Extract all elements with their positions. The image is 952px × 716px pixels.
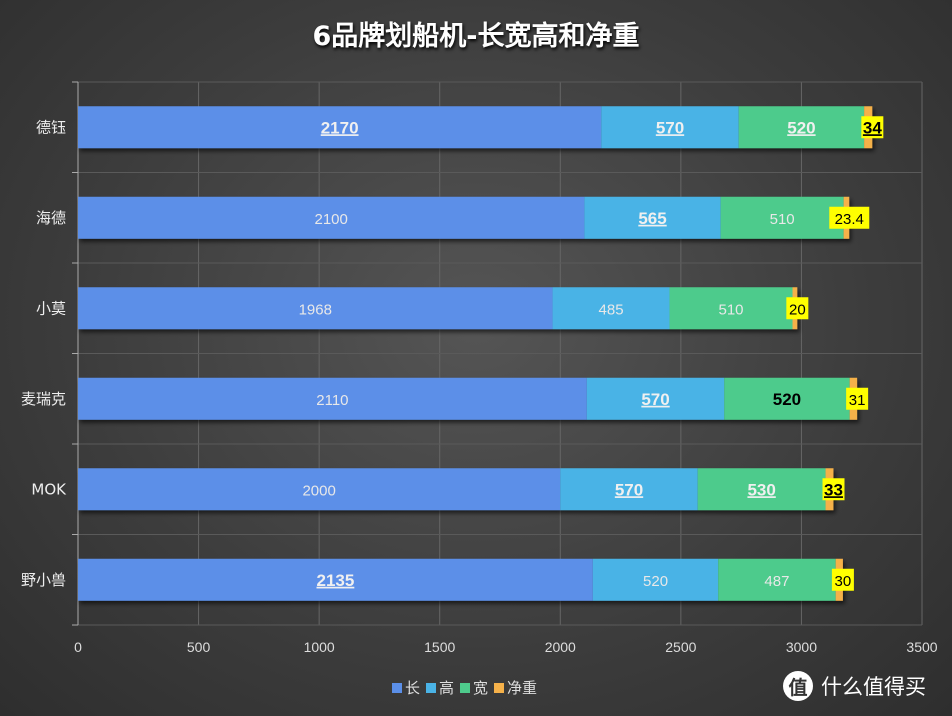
x-tick-label: 2500 bbox=[665, 639, 696, 655]
bar-segment bbox=[720, 196, 844, 239]
bar-segment bbox=[738, 106, 865, 149]
data-label: 2135 bbox=[317, 571, 355, 590]
data-label: 2100 bbox=[315, 211, 348, 228]
bar-group bbox=[78, 468, 834, 511]
watermark-logo: 值 什么值得买 bbox=[783, 671, 926, 701]
bar-group bbox=[78, 558, 843, 601]
bar-segment bbox=[78, 468, 561, 511]
bar-group bbox=[78, 377, 858, 420]
legend-swatch bbox=[460, 682, 471, 693]
data-label: 30 bbox=[835, 573, 852, 590]
data-label: 487 bbox=[764, 573, 789, 590]
x-tick-label: 500 bbox=[187, 639, 211, 655]
legend-label: 长 bbox=[405, 679, 421, 697]
x-tick-label: 1000 bbox=[304, 639, 335, 655]
bar-group bbox=[78, 287, 798, 330]
data-label: 565 bbox=[638, 209, 666, 228]
legend-swatch bbox=[494, 682, 505, 693]
data-label-highlight bbox=[831, 568, 854, 591]
logo-icon: 值 bbox=[783, 671, 813, 701]
bar-segment bbox=[601, 106, 739, 149]
x-tick-label: 3500 bbox=[906, 639, 937, 655]
bar-segment bbox=[78, 287, 553, 330]
data-label: 31 bbox=[849, 392, 866, 409]
bar-segment bbox=[586, 377, 725, 420]
data-label: 2000 bbox=[302, 482, 335, 499]
logo-text: 什么值得买 bbox=[821, 675, 926, 699]
bar-segment bbox=[592, 558, 719, 601]
bar-segment bbox=[718, 558, 836, 601]
legend-label: 高 bbox=[439, 679, 455, 697]
x-tick-label: 3000 bbox=[786, 639, 817, 655]
data-label-highlight bbox=[786, 297, 809, 320]
data-label: 520 bbox=[787, 118, 815, 137]
legend-item: 净重 bbox=[494, 677, 537, 698]
category-label: 野小兽 bbox=[21, 571, 66, 589]
data-label: 1968 bbox=[299, 301, 332, 318]
legend-item: 高 bbox=[426, 677, 454, 698]
data-label: 530 bbox=[747, 480, 775, 499]
data-label: 23.4 bbox=[835, 211, 864, 228]
data-label: 520 bbox=[773, 390, 801, 409]
x-tick-label: 2000 bbox=[545, 639, 576, 655]
bar-segment bbox=[560, 468, 698, 511]
chart-title: 6品牌划船机-长宽高和净重 bbox=[312, 21, 640, 52]
data-label: 510 bbox=[770, 211, 795, 228]
legend-swatch bbox=[426, 682, 437, 693]
bar-segment bbox=[78, 106, 602, 149]
x-tick-label: 1500 bbox=[424, 639, 455, 655]
category-label: 德钰 bbox=[36, 118, 66, 136]
category-label: 海德 bbox=[36, 209, 66, 227]
data-label: 510 bbox=[718, 301, 743, 318]
bar-segment bbox=[78, 377, 587, 420]
data-label: 570 bbox=[615, 480, 643, 499]
data-label-highlight bbox=[846, 387, 869, 410]
bar-group bbox=[78, 196, 850, 239]
data-label: 2110 bbox=[316, 392, 348, 409]
bar-segment bbox=[78, 558, 593, 601]
legend-swatch bbox=[392, 682, 402, 693]
data-label: 2170 bbox=[321, 118, 359, 137]
bar-segment bbox=[584, 196, 721, 239]
data-label: 570 bbox=[656, 118, 684, 137]
data-label: 570 bbox=[641, 390, 669, 409]
bar-group bbox=[78, 106, 873, 149]
data-label-highlight bbox=[829, 206, 870, 229]
data-label-highlight bbox=[822, 478, 845, 501]
category-label: 小莫 bbox=[36, 299, 66, 317]
data-label: 20 bbox=[789, 301, 806, 318]
data-label: 34 bbox=[863, 118, 882, 137]
bar-segment bbox=[724, 377, 850, 420]
x-tick-label: 0 bbox=[74, 639, 82, 655]
legend: 长高宽净重 bbox=[392, 677, 537, 698]
data-label: 33 bbox=[824, 480, 843, 499]
legend-label: 宽 bbox=[473, 679, 489, 697]
category-label: MOK bbox=[31, 480, 67, 498]
data-label: 520 bbox=[643, 573, 668, 590]
legend-item: 宽 bbox=[460, 677, 488, 698]
bar-segment bbox=[552, 287, 670, 330]
category-label: 麦瑞克 bbox=[21, 390, 66, 408]
bar-segment bbox=[669, 287, 793, 330]
bar-segment bbox=[78, 196, 585, 239]
legend-item: 长 bbox=[392, 677, 420, 698]
legend-label: 净重 bbox=[507, 679, 538, 697]
bar-segment bbox=[697, 468, 826, 511]
data-label-highlight bbox=[861, 116, 884, 139]
data-label: 485 bbox=[599, 301, 624, 318]
